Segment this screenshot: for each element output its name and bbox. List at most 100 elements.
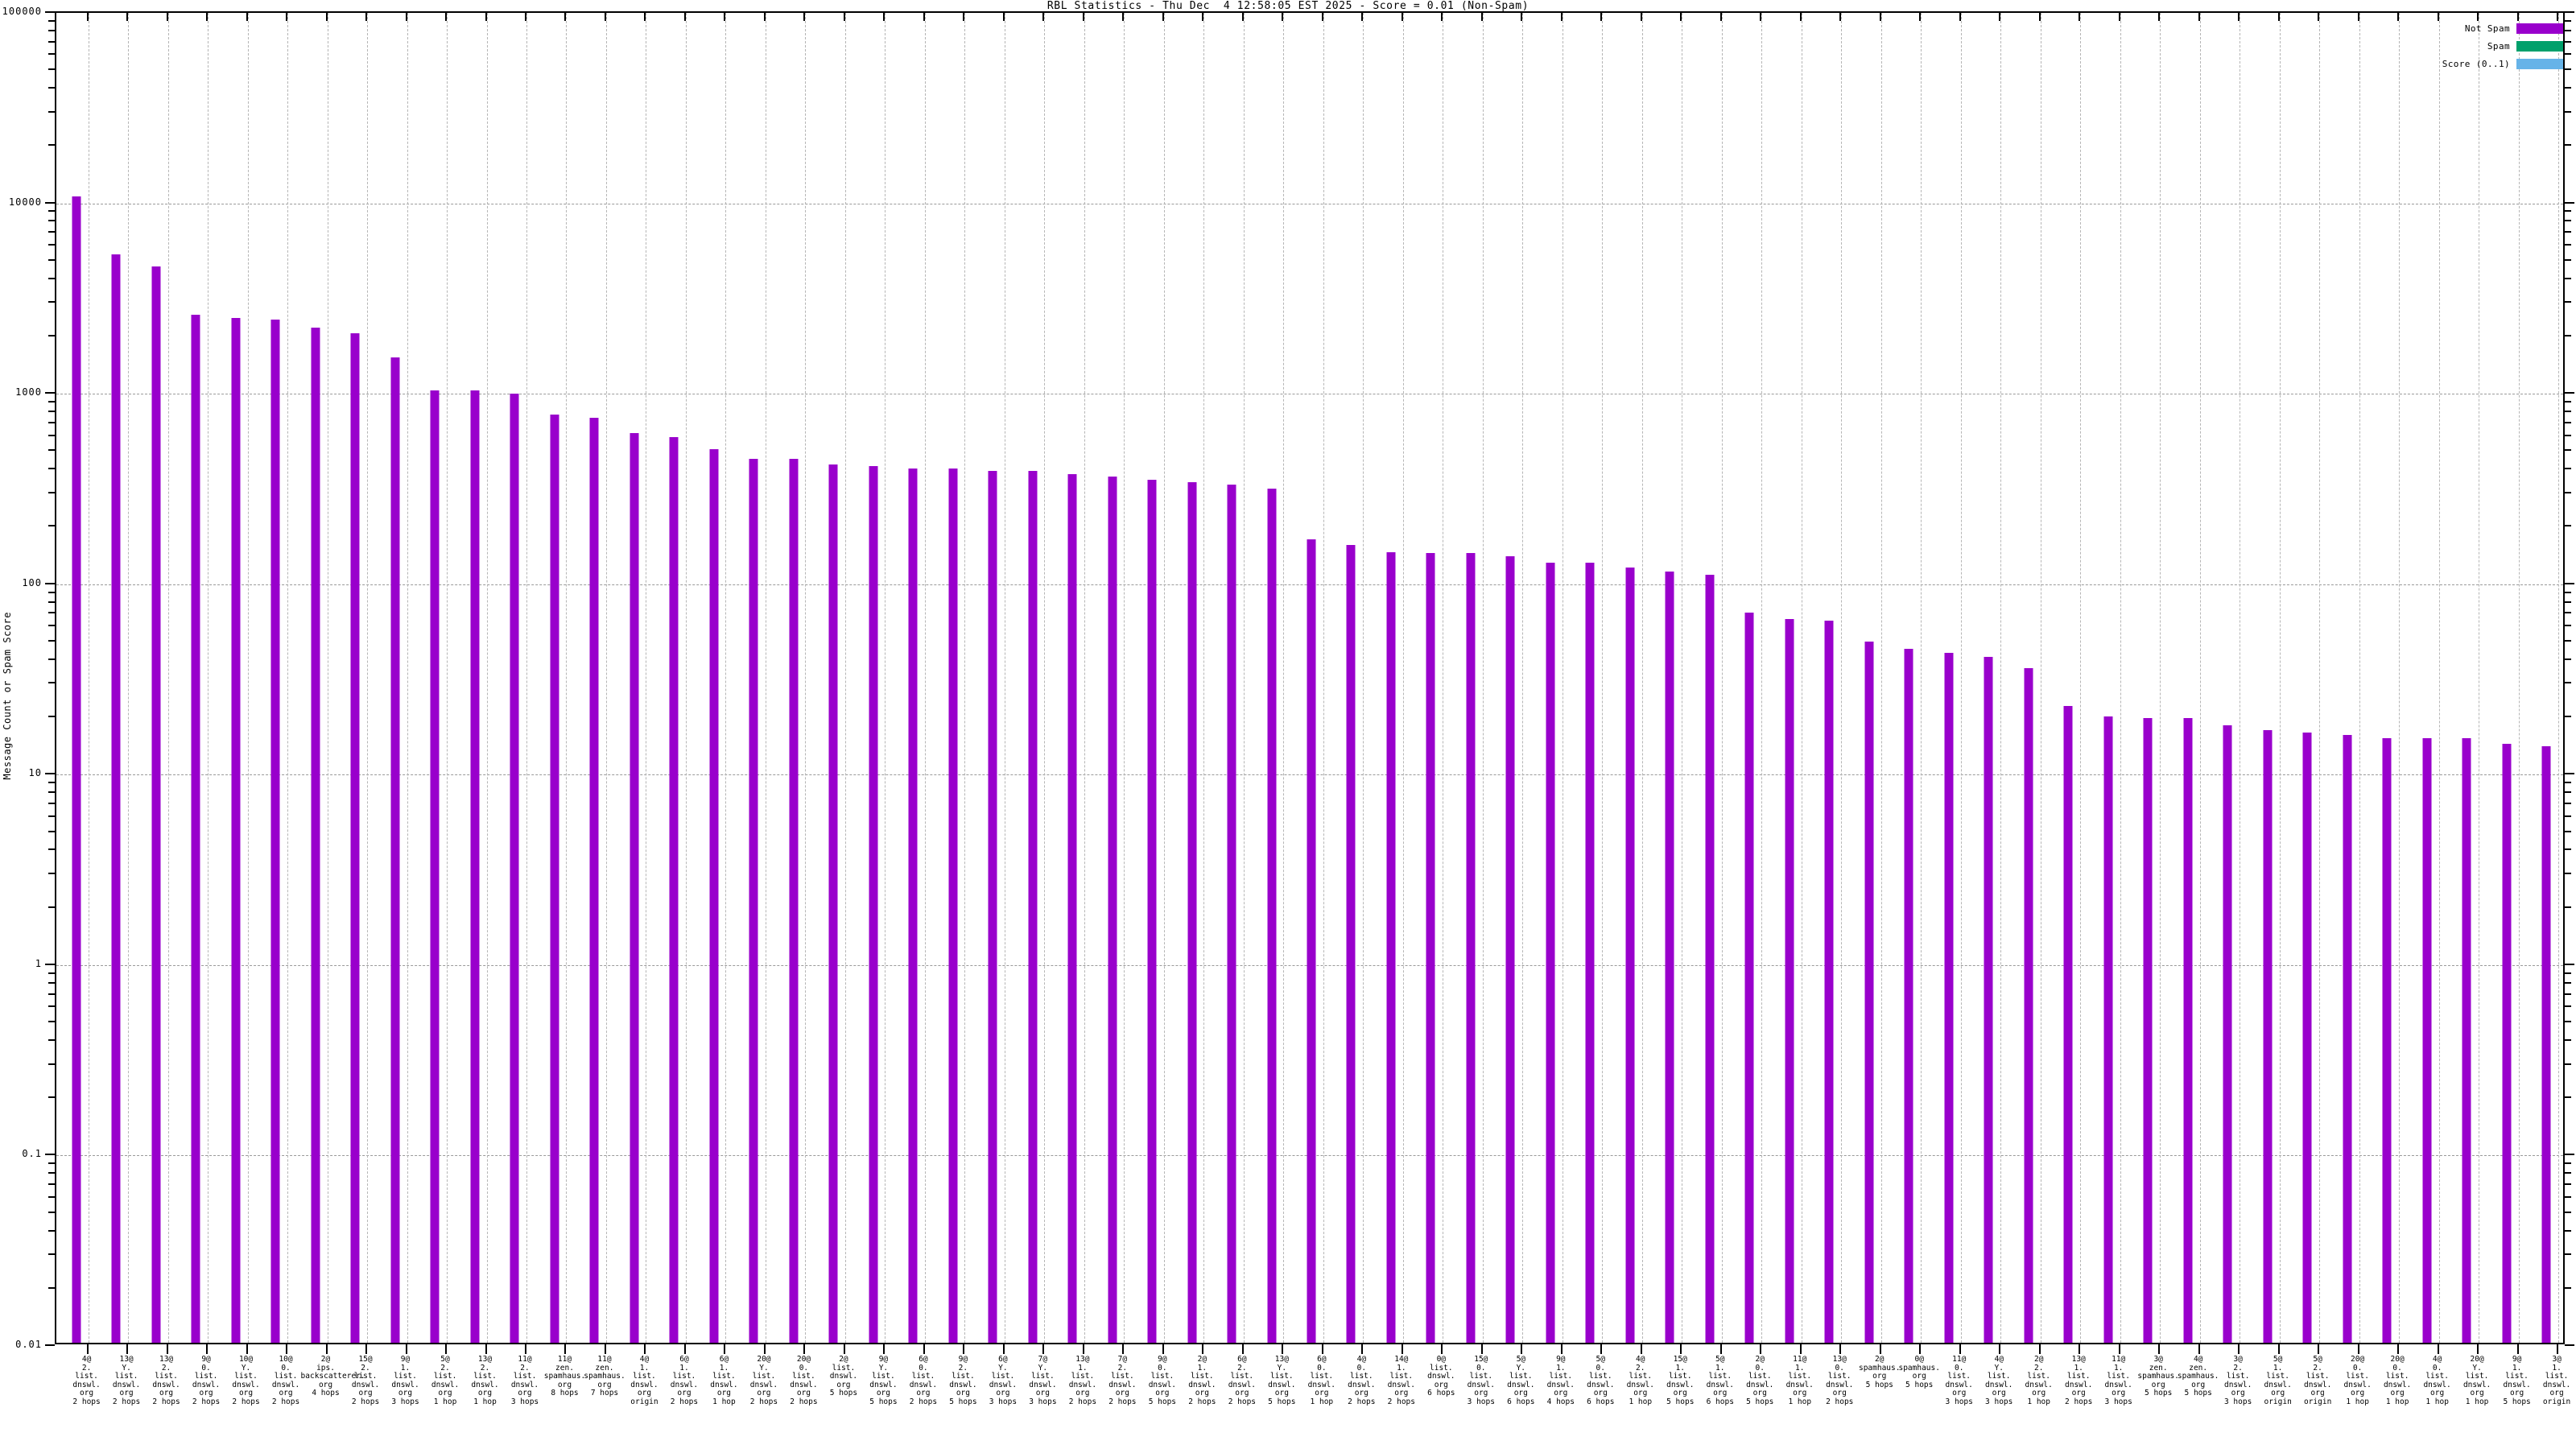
y-tick-minor	[48, 87, 55, 89]
legend-label: Spam	[2487, 40, 2510, 52]
bar	[2183, 718, 2193, 1343]
y-tick-minor	[2565, 231, 2571, 233]
bar	[311, 327, 320, 1343]
chart-title: RBL Statistics - Thu Dec 4 12:58:05 EST …	[1046, 0, 1530, 12]
x-tick	[1839, 1344, 1842, 1354]
x-tick-label: 2@ ips. backscatterer. org 4 hops	[300, 1355, 365, 1397]
bar	[1944, 652, 1954, 1343]
legend-item[interactable]: Not Spam	[2370, 19, 2563, 37]
x-tick-label: 5@ 1. list. dnswl. org 6 hops	[1706, 1355, 1734, 1406]
y-tick-major	[2565, 201, 2574, 204]
x-tick	[365, 1344, 368, 1354]
x-tick	[325, 1344, 328, 1354]
y-tick-minor	[48, 210, 55, 213]
y-tick-minor	[48, 791, 55, 794]
y-tick-minor	[2565, 400, 2571, 402]
x-gridline	[2000, 13, 2002, 1343]
y-tick-minor	[48, 411, 55, 413]
x-gridline	[1841, 13, 1843, 1343]
x-gridline	[287, 13, 289, 1343]
bar	[1625, 567, 1635, 1343]
bar	[1187, 482, 1197, 1343]
x-tick-label: 5@ 1. list. dnswl. org origin	[2264, 1355, 2292, 1406]
x-tick	[604, 1344, 606, 1354]
y-tick-minor	[48, 29, 55, 31]
bar	[2462, 737, 2471, 1343]
x-tick	[2397, 1344, 2400, 1354]
x-tick-label: 11@ 0. list. dnswl. org 3 hops	[1945, 1355, 1973, 1406]
bar	[669, 436, 679, 1343]
y-tick-label: 10	[28, 767, 42, 779]
x-tick	[166, 1344, 168, 1354]
x-tick	[1521, 1344, 1523, 1354]
legend-item[interactable]: Score (0..1)	[2370, 55, 2563, 72]
x-tick-label: 11@ 1. list. dnswl. org 1 hop	[1785, 1355, 1814, 1406]
y-tick-minor	[48, 872, 55, 874]
x-tick	[564, 1344, 567, 1354]
x-tick-label: 2@ 2. list. dnswl. org 1 hop	[2025, 1355, 2053, 1406]
x-tick-label: 11@ zen. spamhaus. org 8 hops	[543, 1355, 586, 1397]
bar	[111, 254, 121, 1343]
y-tick-minor	[2565, 244, 2571, 246]
legend: Not Spam Spam Score (0..1)	[2370, 19, 2563, 72]
y-tick-label: 10000	[8, 196, 42, 208]
bar	[2422, 737, 2432, 1343]
x-tick	[1321, 1344, 1323, 1354]
x-tick	[1640, 1344, 1642, 1354]
x-tick-label: 10@ Y. list. dnswl. org 2 hops	[232, 1355, 260, 1406]
y-tick-major	[2565, 392, 2574, 394]
y-tick-minor	[2565, 972, 2571, 974]
y-tick-minor	[48, 525, 55, 527]
y-tick-minor	[2565, 434, 2571, 436]
y-tick-minor	[2565, 1162, 2571, 1165]
x-tick-label: 11@ 1. list. dnswl. org 3 hops	[2104, 1355, 2132, 1406]
x-gridline	[1163, 13, 1165, 1343]
x-tick	[2277, 1344, 2280, 1354]
y-tick-minor	[2565, 421, 2571, 423]
y-tick-minor	[2565, 1021, 2571, 1023]
y-tick-minor	[48, 421, 55, 423]
y-axis-title: Message Count or Spam Score	[2, 612, 13, 780]
y-tick-minor	[48, 1286, 55, 1289]
bar	[510, 394, 519, 1343]
y-tick-minor	[48, 1211, 55, 1213]
bar	[1028, 470, 1038, 1343]
y-tick-minor	[2565, 1183, 2571, 1186]
x-gridline	[725, 13, 727, 1343]
bar	[948, 468, 958, 1343]
bar	[2263, 729, 2273, 1343]
y-tick-minor	[2565, 612, 2571, 614]
y-tick-label: 1	[35, 957, 42, 969]
y-tick-minor	[48, 906, 55, 908]
y-tick-minor	[48, 601, 55, 603]
x-gridline	[486, 13, 488, 1343]
x-tick	[1042, 1344, 1045, 1354]
x-tick	[2158, 1344, 2161, 1354]
x-tick	[525, 1344, 526, 1354]
y-tick-minor	[2565, 802, 2571, 804]
x-tick-label: 6@ 2. list. dnswl. org 2 hops	[1228, 1355, 1257, 1406]
y-tick-minor	[48, 1253, 55, 1256]
y-tick-minor	[48, 815, 55, 817]
y-tick-minor	[2565, 468, 2571, 470]
y-tick-minor	[2565, 491, 2571, 493]
y-tick-major	[45, 963, 55, 965]
x-tick	[246, 1344, 248, 1354]
y-tick-minor	[48, 301, 55, 303]
bar	[1824, 620, 1834, 1343]
x-tick-label: 5@ 2. list. dnswl. org origin	[2303, 1355, 2332, 1406]
y-tick-minor	[48, 491, 55, 493]
x-tick-label: 10@ 0. list. dnswl. org 2 hops	[271, 1355, 300, 1406]
legend-item[interactable]: Spam	[2370, 37, 2563, 55]
x-tick	[963, 1344, 965, 1354]
bar	[869, 466, 878, 1343]
x-gridline	[844, 13, 846, 1343]
y-tick-minor	[2565, 906, 2571, 908]
x-tick	[2516, 1344, 2519, 1354]
x-gridline	[885, 13, 886, 1343]
y-tick-minor	[2565, 1096, 2571, 1099]
y-tick-major	[45, 773, 55, 775]
x-tick	[1282, 1344, 1284, 1354]
y-tick-major	[2565, 582, 2574, 584]
y-tick-minor	[2565, 277, 2571, 279]
